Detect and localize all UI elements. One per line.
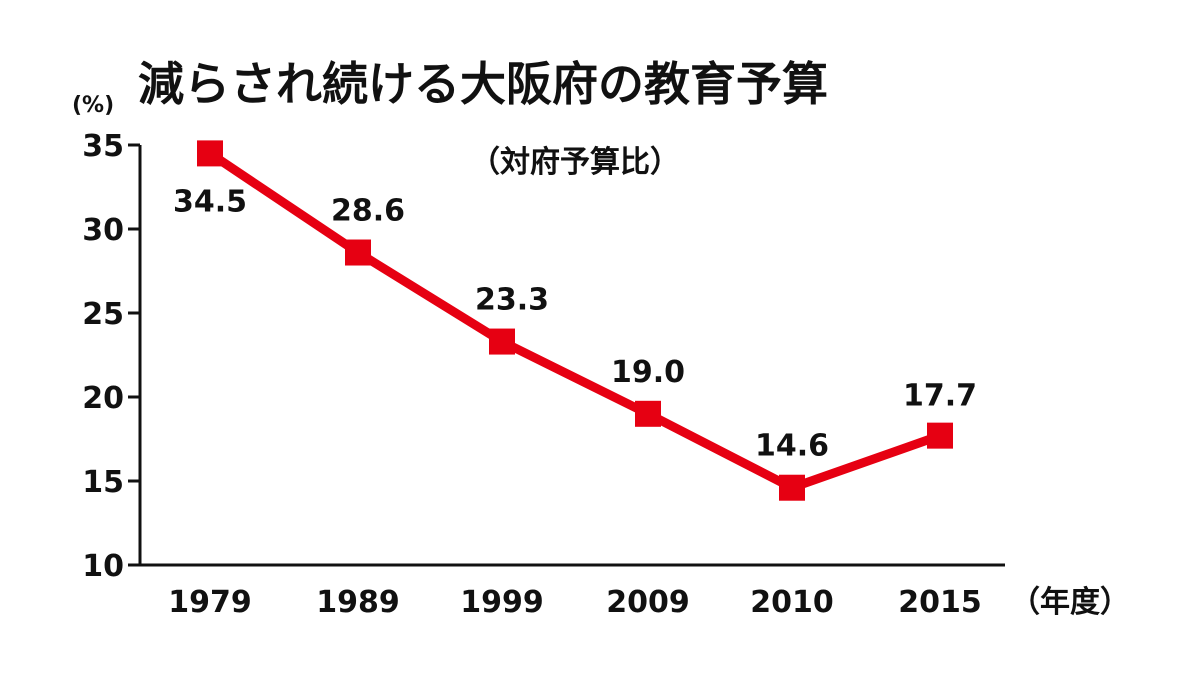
x-axis-ticks: 1979 1989 1999 2009 2010 2015: [168, 585, 982, 620]
x-tick-label: 2009: [606, 585, 690, 620]
series-line: [207, 149, 942, 493]
data-labels: 34.5 28.6 23.3 19.0 14.6 17.7: [173, 184, 977, 463]
x-tick-label: 1979: [168, 585, 252, 620]
y-axis-unit: (%): [72, 93, 114, 118]
x-tick-label: 2015: [898, 585, 982, 620]
y-tick-label: 30: [82, 213, 124, 248]
data-label: 19.0: [611, 355, 685, 390]
x-tick-label: 1989: [316, 585, 400, 620]
data-label: 23.3: [475, 283, 549, 318]
y-tick-label: 35: [82, 129, 124, 164]
data-label: 34.5: [173, 184, 247, 219]
data-point-marker: [779, 474, 805, 501]
data-label: 14.6: [755, 429, 829, 464]
series-markers: [197, 140, 953, 501]
x-axis-unit: （年度）: [1010, 585, 1130, 620]
y-tick-label: 20: [82, 381, 124, 416]
data-point-marker: [197, 140, 223, 167]
chart-subtitle: （対府予算比）: [470, 145, 680, 180]
y-tick-label: 25: [82, 297, 124, 332]
y-tick-label: 10: [82, 549, 124, 584]
chart-title: 減らされ続ける大阪府の教育予算: [138, 57, 828, 111]
y-tick-label: 15: [82, 465, 124, 500]
x-tick-label: 1999: [460, 585, 544, 620]
data-label: 17.7: [903, 379, 977, 414]
data-point-marker: [345, 239, 371, 266]
x-tick-label: 2010: [750, 585, 834, 620]
y-axis-ticks: 35 30 25 20 15 10: [82, 129, 140, 584]
data-label: 28.6: [331, 194, 405, 229]
data-point-marker: [635, 400, 661, 427]
data-point-marker: [927, 422, 953, 449]
series-path: [207, 149, 942, 493]
data-point-marker: [489, 328, 515, 355]
